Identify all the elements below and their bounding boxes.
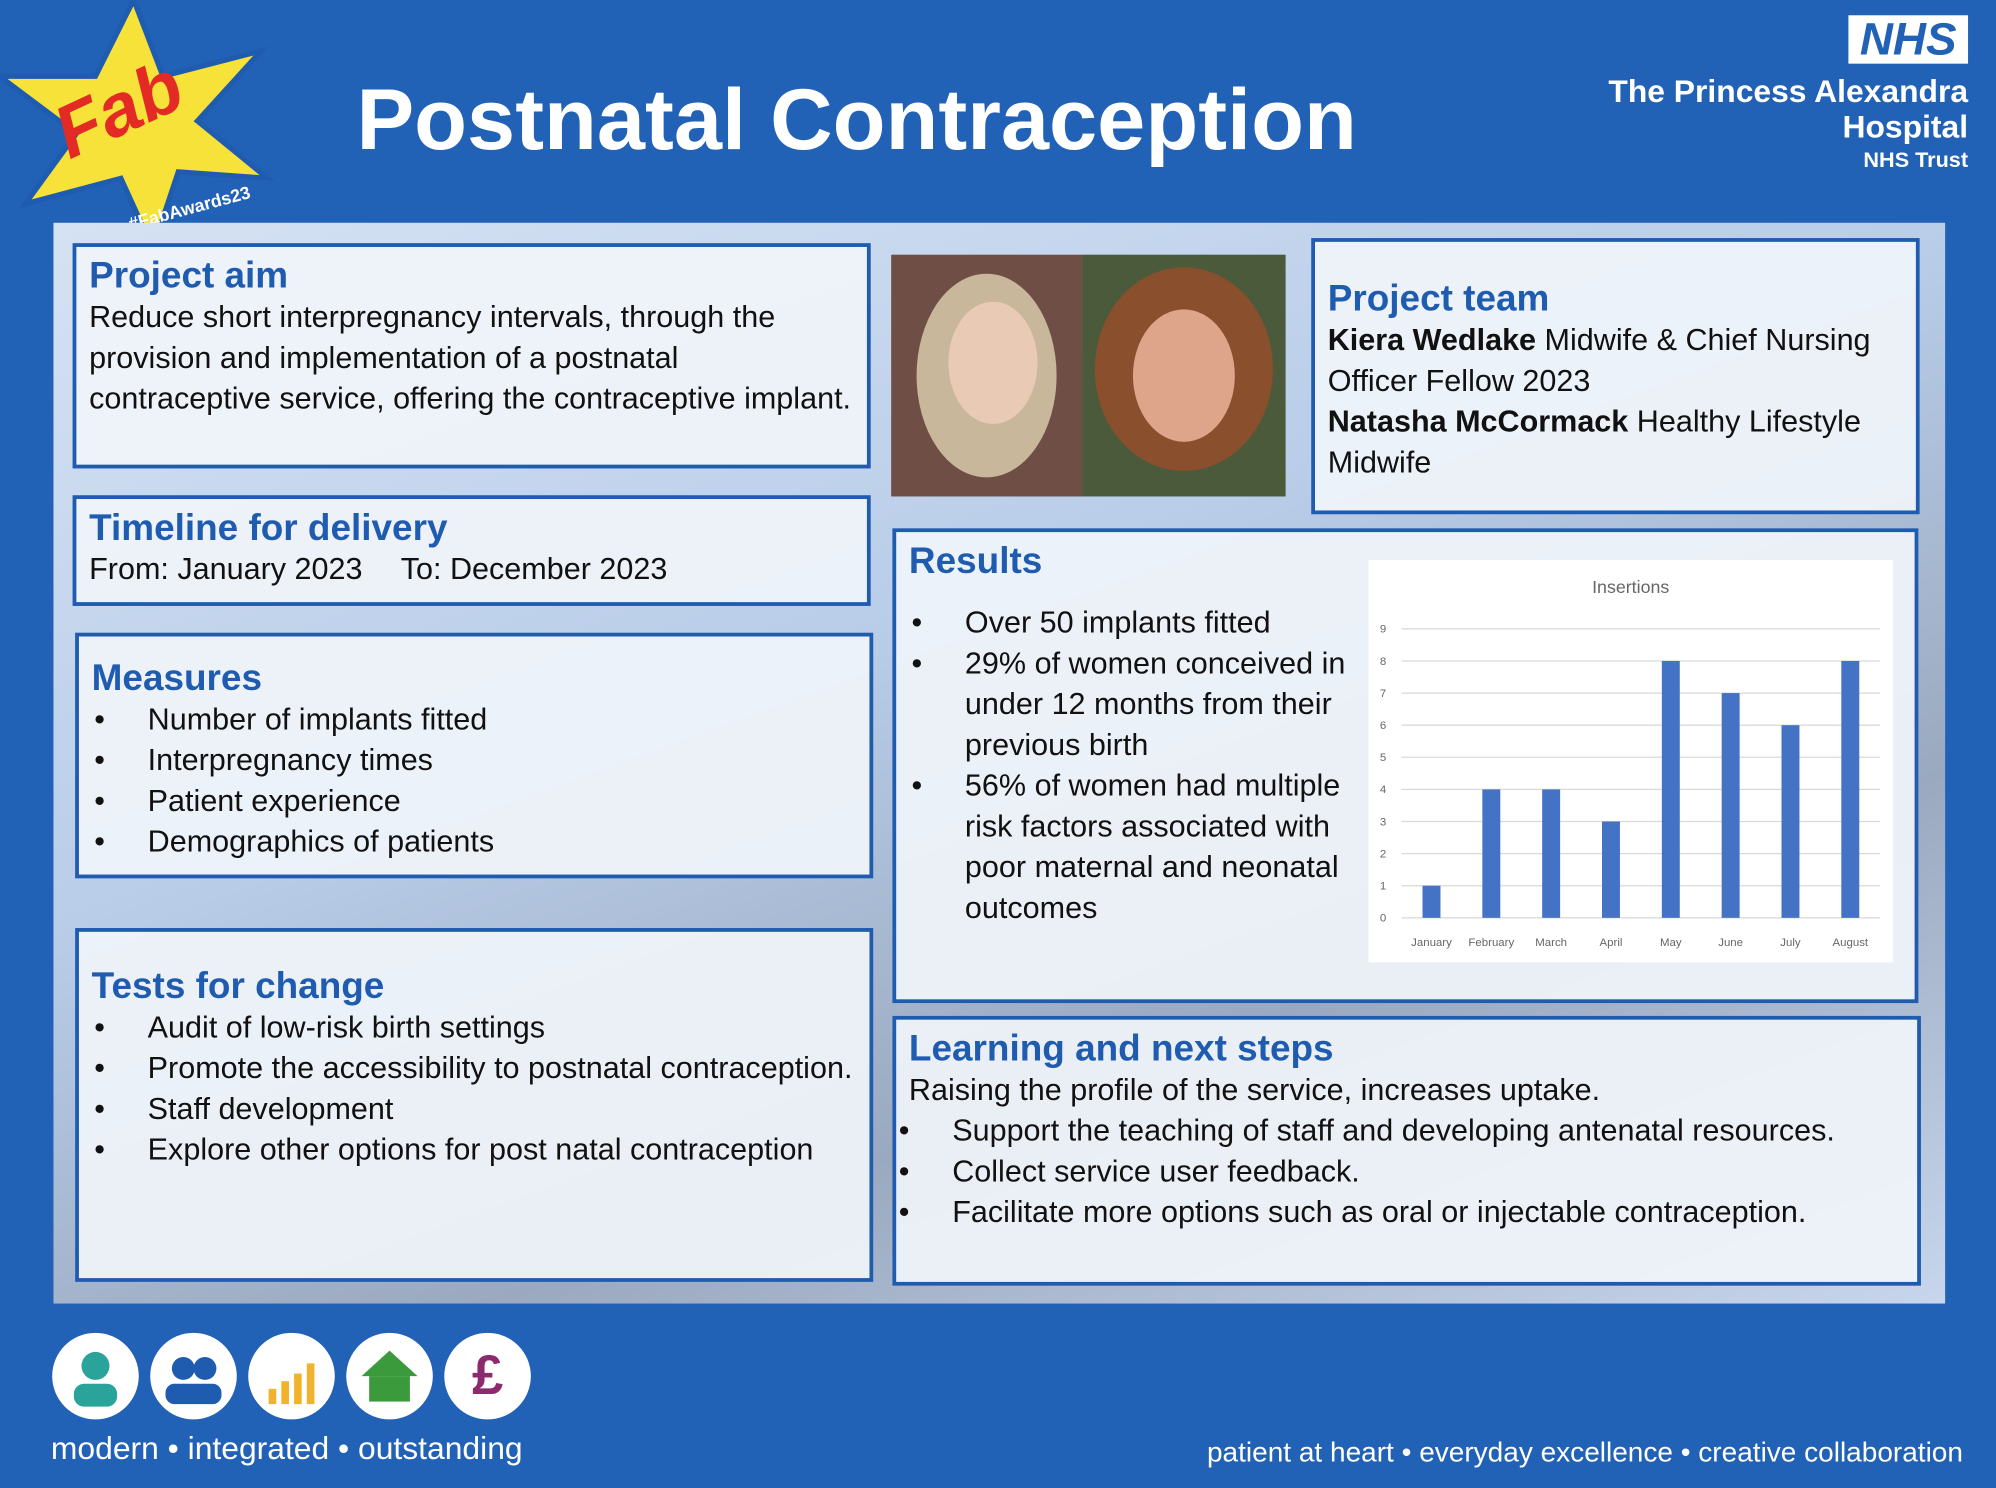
list: Over 50 implants fitted29% of women conc… [909, 603, 1347, 929]
chart: Insertions 0 1 2 3 4 5 6 7 8 9 January February Marc… [1368, 560, 1893, 963]
bar [1482, 789, 1501, 918]
y-tick-label: 8 [1380, 656, 1386, 668]
member-role: Healthy Lifestyle Midwife [1327, 404, 1861, 480]
list-item: Over 50 implants fitted [911, 603, 1347, 644]
icon [150, 1332, 237, 1420]
from: From: January 2023 [89, 552, 363, 587]
list-item: 29% of women conceived in under 12 month… [911, 644, 1347, 766]
list-item: Demographics of patients [94, 822, 857, 863]
icon: £ [444, 1332, 531, 1420]
list-item: Patient experience [94, 782, 857, 823]
project-team: Project team Kiera Wedlake Midwife & Chi… [1311, 238, 1920, 515]
heading: Learning and next steps [908, 1028, 1334, 1070]
member: Kiera Wedlake Midwife & Chief Nursing Of… [1328, 321, 1903, 402]
icon [248, 1332, 335, 1420]
tagline-left: modern • integrated • outstanding [50, 1430, 523, 1467]
measures: Measures Number of implants fittedInterp… [75, 632, 874, 879]
list: Audit of low-risk birth settingsPromote … [92, 1008, 857, 1171]
list: Number of implants fittedInterpregnancy … [92, 700, 857, 863]
bar [1602, 821, 1620, 918]
x-tick-label: January [1411, 937, 1452, 949]
heading: Measures [91, 658, 262, 699]
bar [1422, 885, 1441, 918]
list-item: Promote the accessibility to postnatal c… [94, 1049, 857, 1090]
title: Postnatal Contraception [356, 71, 1357, 169]
photos [891, 254, 1286, 497]
face [1132, 309, 1235, 442]
icon-graphic [361, 1350, 418, 1402]
list-item: Audit of low-risk birth settings [94, 1008, 857, 1049]
y-tick-label: 4 [1380, 784, 1387, 796]
y-tick-label: 6 [1380, 720, 1386, 732]
list-item: Facilitate more options such as oral or … [899, 1193, 1904, 1234]
intro: Raising the profile of the service, incr… [908, 1073, 1601, 1108]
face [948, 301, 1038, 424]
to: To: December 2023 [400, 552, 668, 587]
bar [1841, 660, 1860, 918]
y-tick-label: 2 [1380, 848, 1386, 860]
fab-badge: Fab #FabAwards23 [0, 0, 276, 255]
text: Reduce short interpregnancy intervals, t… [89, 300, 852, 417]
list-item: Collect service user feedback. [899, 1152, 1904, 1193]
y-tick-label: 1 [1380, 881, 1386, 893]
heading: Timeline for delivery [89, 507, 448, 549]
x-tick-label: August [1833, 937, 1869, 949]
list-item: Number of implants fitted [94, 700, 857, 741]
list-item: Interpregnancy times [94, 741, 857, 782]
chart-title: Insertions [1592, 577, 1669, 597]
tests: Tests for change Audit of low-risk birth… [75, 928, 874, 1282]
organisation: The Princess Alexandra Hospital [1608, 73, 1969, 146]
member-role: Midwife & Chief Nursing Officer Fellow 2… [1327, 323, 1871, 399]
tagline-right: patient at heart • everyday excellence •… [1206, 1435, 1963, 1468]
heading: Results [908, 541, 1043, 582]
timeline: Timeline for delivery From: January 2023… [72, 495, 871, 606]
bar [1781, 725, 1800, 918]
project-aim: Project aim Reduce short interpregnancy … [72, 243, 871, 469]
list-item: Explore other options for post natal con… [94, 1130, 857, 1171]
y-tick-label: 5 [1380, 752, 1386, 764]
y-tick-label: 3 [1380, 816, 1386, 828]
icon-graphic [73, 1351, 118, 1407]
icon [346, 1332, 433, 1420]
trust: NHS Trust [1863, 147, 1969, 172]
x-tick-label: February [1468, 937, 1514, 949]
x-tick-label: June [1718, 937, 1743, 949]
x-tick-label: May [1660, 937, 1682, 949]
bar [1721, 693, 1740, 918]
bar [1542, 789, 1561, 918]
list-item: Staff development [94, 1090, 857, 1131]
heading: Project aim [89, 255, 289, 297]
icon [52, 1332, 139, 1420]
members: Kiera Wedlake Midwife & Chief Nursing Of… [1328, 321, 1903, 484]
member: Natasha McCormack Healthy Lifestyle Midw… [1328, 402, 1903, 483]
member-name: Kiera Wedlake [1327, 323, 1537, 358]
list-item: 56% of women had multiple risk factors a… [911, 766, 1347, 929]
icon-graphic [165, 1357, 222, 1405]
x-tick-label: March [1535, 937, 1567, 949]
icon-graphic [268, 1363, 315, 1405]
heading: Tests for change [91, 966, 385, 1007]
member-name: Natasha McCormack [1327, 404, 1629, 440]
y-tick-label: 7 [1380, 688, 1386, 700]
x-tick-label: April [1600, 937, 1623, 949]
y-tick-label: 0 [1380, 913, 1386, 925]
list-item: Support the teaching of staff and develo… [899, 1111, 1904, 1152]
heading: Project team [1327, 278, 1550, 320]
list: Support the teaching of staff and develo… [899, 1111, 1904, 1234]
learning: Learning and next steps Raising the prof… [892, 1015, 1921, 1286]
bar [1661, 660, 1680, 918]
nhs-logo: NHS [1848, 15, 1969, 64]
y-tick-label: 9 [1380, 624, 1386, 636]
x-tick-label: July [1780, 937, 1801, 949]
